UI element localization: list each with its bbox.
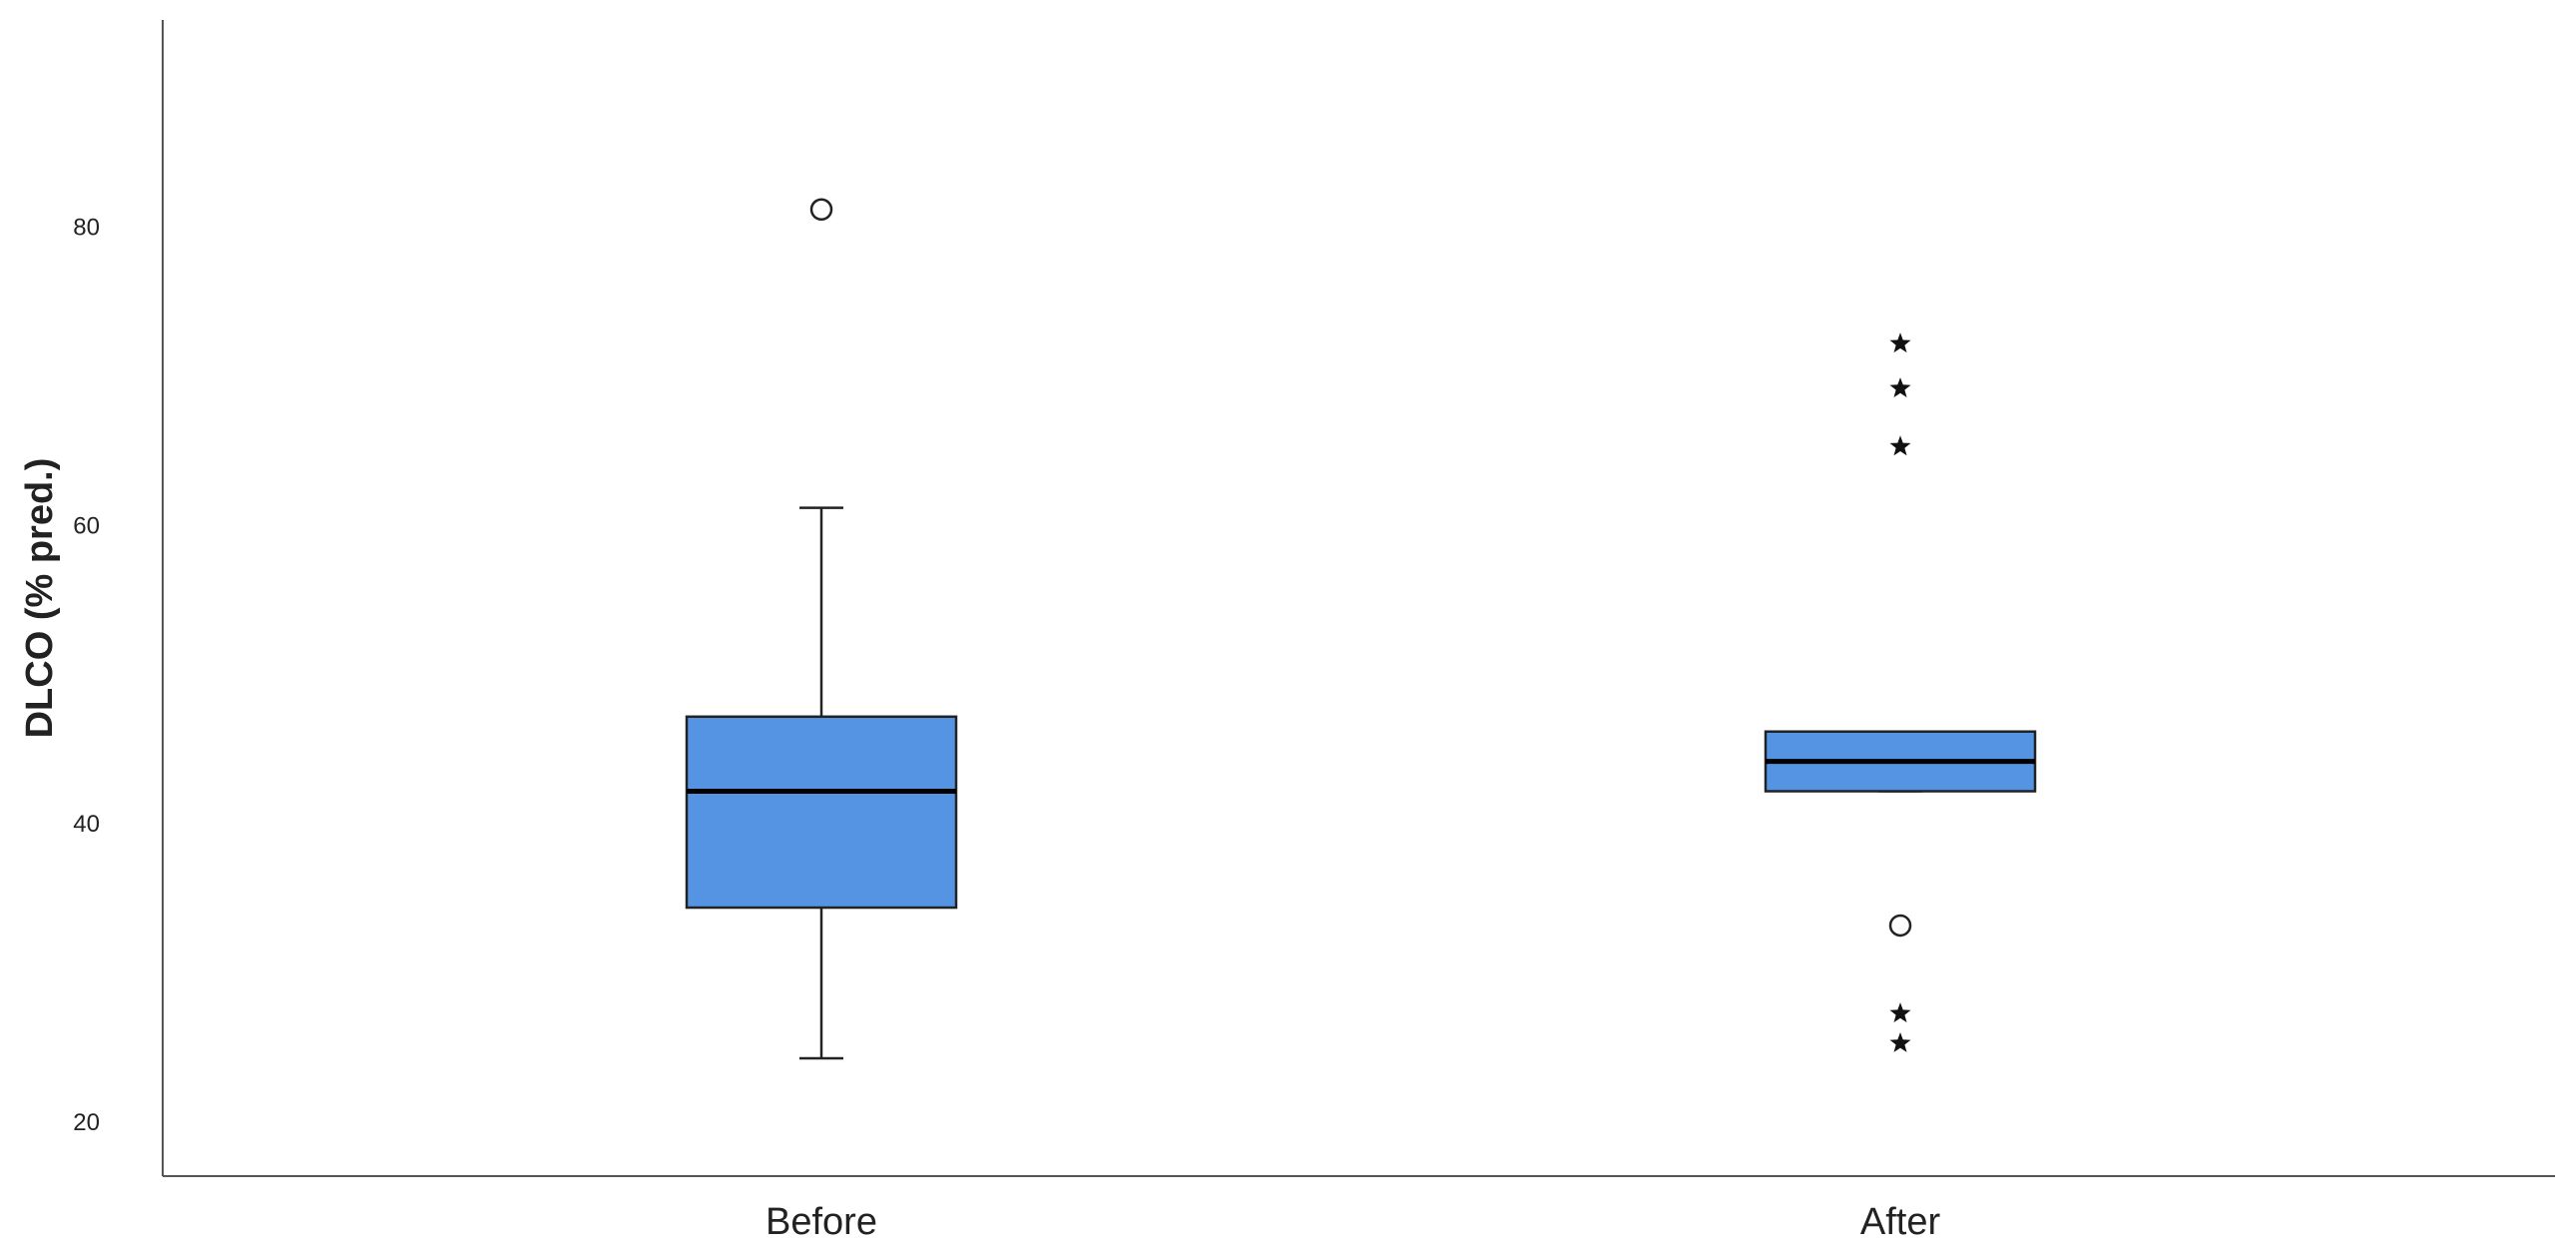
box [685, 715, 958, 910]
extreme-outlier [1889, 377, 1911, 397]
extreme-outlier [1889, 1002, 1911, 1022]
extreme-outlier [1889, 332, 1911, 353]
y-axis-label: DLCO (% pred.) [19, 458, 61, 739]
extreme-outlier [1889, 1032, 1911, 1052]
x-tick-label: Before [766, 1201, 877, 1243]
y-tick-label: 40 [73, 811, 100, 838]
y-tick-label: 60 [73, 512, 100, 539]
y-tick-label: 20 [73, 1109, 100, 1136]
extreme-outlier [1889, 435, 1911, 456]
outlier [1888, 914, 1912, 938]
outlier [809, 198, 833, 222]
y-tick-label: 80 [73, 215, 100, 242]
x-tick-label: After [1860, 1201, 1941, 1243]
